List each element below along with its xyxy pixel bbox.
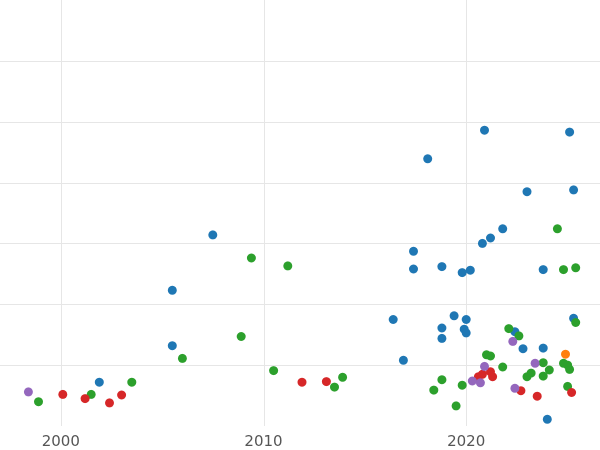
data-point — [283, 261, 293, 271]
data-point — [236, 332, 246, 341]
data-point — [477, 238, 487, 248]
data-point — [571, 263, 581, 273]
data-point — [510, 383, 520, 393]
data-point — [461, 328, 471, 338]
data-point — [105, 398, 114, 408]
data-point — [437, 375, 447, 385]
data-point — [321, 377, 331, 387]
data-point — [409, 264, 418, 274]
data-point — [437, 323, 447, 333]
data-point — [388, 315, 398, 324]
data-point — [117, 390, 127, 400]
data-point — [23, 387, 33, 397]
grid-layer — [0, 0, 600, 426]
data-point — [486, 233, 495, 243]
data-point — [530, 358, 540, 368]
data-point — [518, 344, 528, 354]
data-point — [208, 230, 218, 240]
data-point — [522, 187, 532, 197]
data-point — [514, 331, 524, 341]
data-point — [34, 397, 43, 407]
data-point — [437, 333, 447, 343]
data-point — [538, 265, 548, 275]
data-point — [526, 368, 536, 378]
data-point — [58, 389, 68, 399]
x-tick-label: 2020 — [447, 432, 485, 450]
data-point — [127, 377, 137, 387]
data-point — [486, 351, 495, 361]
data-point — [94, 377, 104, 387]
data-point — [475, 378, 485, 388]
data-point — [480, 361, 489, 371]
points-layer — [23, 125, 581, 424]
data-point — [461, 315, 471, 324]
x-axis: 2000 2010 2020 — [42, 432, 486, 450]
data-point — [565, 127, 575, 137]
data-point — [561, 349, 570, 359]
data-point — [451, 401, 461, 411]
data-point — [538, 371, 548, 381]
data-point — [542, 414, 552, 424]
data-point — [297, 377, 307, 387]
data-point — [457, 380, 467, 390]
data-point — [538, 358, 548, 368]
data-point — [571, 318, 581, 327]
data-point — [565, 364, 575, 374]
data-point — [80, 394, 90, 404]
data-point — [269, 366, 279, 376]
data-point — [498, 362, 508, 372]
data-point — [437, 262, 447, 272]
data-point — [330, 382, 339, 392]
data-point — [423, 154, 433, 164]
data-point — [538, 343, 548, 353]
data-point — [338, 372, 348, 382]
data-point — [504, 324, 514, 334]
data-point — [544, 365, 554, 375]
data-point — [457, 268, 467, 278]
data-point — [559, 265, 568, 275]
data-point — [567, 388, 577, 397]
data-point — [246, 253, 256, 263]
data-point — [429, 385, 439, 395]
data-point — [167, 341, 177, 351]
data-point — [398, 355, 408, 365]
data-point — [532, 391, 542, 401]
data-point — [467, 376, 477, 386]
data-point — [569, 185, 579, 195]
data-point — [480, 125, 489, 135]
data-point — [477, 369, 487, 379]
data-point — [177, 353, 187, 363]
x-tick-label: 2000 — [42, 432, 80, 450]
data-point — [508, 336, 518, 346]
data-point — [409, 246, 418, 256]
data-point — [552, 224, 562, 234]
data-point — [488, 372, 498, 382]
data-point — [465, 265, 475, 275]
data-point — [449, 311, 459, 321]
data-point — [167, 285, 177, 295]
x-tick-label: 2010 — [244, 432, 282, 450]
data-point — [498, 224, 508, 234]
